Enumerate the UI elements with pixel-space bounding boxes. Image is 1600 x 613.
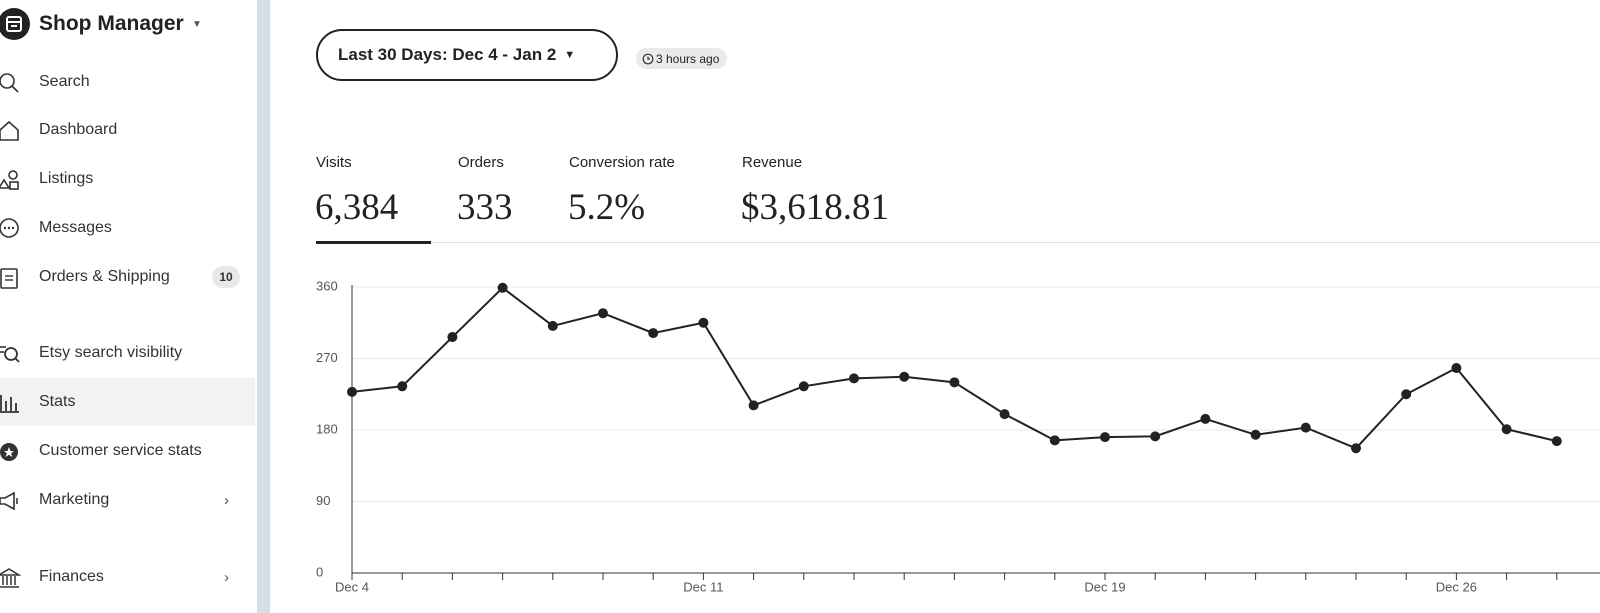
nav-label: Stats	[39, 393, 76, 410]
nav-item[interactable]: Marketing ›	[0, 476, 255, 524]
chart: 0 90 180 270 360 Dec 4 Dec 11 Dec 19 Dec 26	[316, 278, 1600, 594]
series-line	[351, 286, 1558, 450]
nav-item-active[interactable]: Stats	[0, 378, 255, 426]
x-tick-label: Dec 11	[683, 579, 723, 594]
nav-item[interactable]: Etsy search visibility	[0, 329, 255, 377]
stats-icon	[0, 395, 19, 413]
nav-item[interactable]: Orders & Shipping 10	[0, 253, 255, 301]
updated-chip: 3 hours ago	[636, 48, 728, 69]
nav-label: Messages	[39, 219, 112, 236]
data-point	[1250, 429, 1261, 440]
shop-title[interactable]: Shop Manager	[39, 12, 184, 35]
x-tick-label: Dec 26	[1436, 579, 1477, 594]
nav-label: Orders & Shipping	[39, 268, 170, 285]
data-point	[347, 386, 357, 397]
data-point	[497, 282, 508, 293]
data-point	[999, 409, 1010, 420]
data-point	[598, 308, 608, 319]
nav-label: Listings	[39, 170, 94, 187]
finances-icon	[0, 568, 21, 588]
chevron: ›	[224, 491, 229, 509]
stat-label[interactable]: Orders	[458, 154, 504, 171]
nav-item[interactable]: Customer service stats	[0, 427, 255, 475]
nav-item[interactable]: Dashboard	[0, 106, 255, 154]
orders-badge: 10	[212, 266, 240, 288]
y-tick-label: 360	[316, 278, 338, 293]
stat-value[interactable]: $3,618.81	[741, 187, 889, 228]
stat-value[interactable]: 333	[457, 187, 513, 228]
search-icon	[0, 73, 19, 93]
data-point	[1300, 422, 1311, 433]
nav-label: Customer service stats	[39, 442, 202, 459]
date-caret: ▼	[564, 49, 576, 61]
clock-icon	[642, 53, 654, 64]
messages-icon	[0, 218, 19, 238]
data-point	[748, 400, 759, 411]
data-point	[698, 317, 709, 328]
data-point	[1049, 435, 1060, 446]
nav-item[interactable]: Search	[0, 58, 255, 106]
data-point	[1551, 436, 1562, 447]
data-point	[1200, 413, 1211, 424]
data-point	[1501, 424, 1512, 435]
data-point	[447, 332, 458, 343]
data-point	[949, 377, 960, 388]
data-point	[1150, 431, 1161, 442]
service-icon	[0, 443, 18, 461]
nav-label: Etsy search visibility	[39, 344, 183, 361]
scrollbar[interactable]	[257, 0, 270, 613]
marketing-icon	[0, 491, 18, 511]
stat-label[interactable]: Conversion rate	[569, 154, 675, 171]
active-tab-underline	[316, 241, 431, 244]
updated-label: 3 hours ago	[656, 51, 720, 66]
nav-label: Dashboard	[39, 121, 118, 138]
data-point	[547, 320, 558, 331]
chevron: ›	[224, 568, 229, 586]
data-point	[849, 373, 859, 384]
y-tick-label: 0	[316, 564, 323, 579]
data-point	[1351, 443, 1361, 454]
x-tick-label: Dec 4	[335, 579, 369, 594]
stat-label[interactable]: Revenue	[742, 154, 803, 171]
nav-label: Finances	[39, 568, 104, 585]
date-range-label: Last 30 Days: Dec 4 - Jan 2	[338, 45, 557, 64]
nav-item[interactable]: Listings	[0, 155, 255, 203]
shop-glyph	[6, 16, 22, 32]
x-tick-label: Dec 19	[1084, 579, 1125, 594]
listings-icon	[0, 170, 19, 190]
nav-item[interactable]: Messages	[0, 204, 255, 252]
date-range-button[interactable]: Last 30 Days: Dec 4 - Jan 2 ▼	[316, 29, 618, 81]
title-caret: ▼	[192, 19, 202, 30]
stat-label[interactable]: Visits	[316, 154, 352, 171]
nav-item[interactable]: Finances ›	[0, 553, 255, 601]
y-tick-label: 90	[316, 493, 330, 508]
tabs-divider	[316, 242, 1600, 243]
visibility-icon	[0, 346, 20, 363]
nav-label: Search	[39, 73, 90, 90]
data-point	[648, 328, 659, 339]
sidebar: Shop Manager ▼ Search Dashboard Listings…	[0, 0, 257, 613]
stat-value[interactable]: 5.2%	[568, 187, 646, 228]
data-point	[899, 371, 910, 382]
data-point	[1100, 432, 1110, 443]
data-point	[798, 381, 809, 392]
orders-icon	[0, 268, 18, 289]
nav-label: Marketing	[39, 491, 110, 508]
data-point	[1401, 389, 1412, 400]
data-point	[397, 381, 408, 392]
y-tick-label: 270	[316, 350, 338, 365]
home-icon	[0, 120, 19, 141]
y-tick-label: 180	[316, 421, 338, 436]
stat-value[interactable]: 6,384	[315, 187, 399, 228]
shop-icon	[0, 8, 30, 40]
data-point	[1451, 363, 1462, 374]
